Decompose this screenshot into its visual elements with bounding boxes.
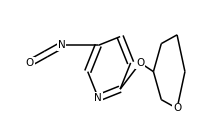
Text: O: O: [26, 58, 34, 68]
Text: O: O: [136, 58, 144, 68]
Text: N: N: [58, 40, 65, 50]
Text: O: O: [173, 103, 181, 113]
Text: N: N: [94, 93, 102, 103]
